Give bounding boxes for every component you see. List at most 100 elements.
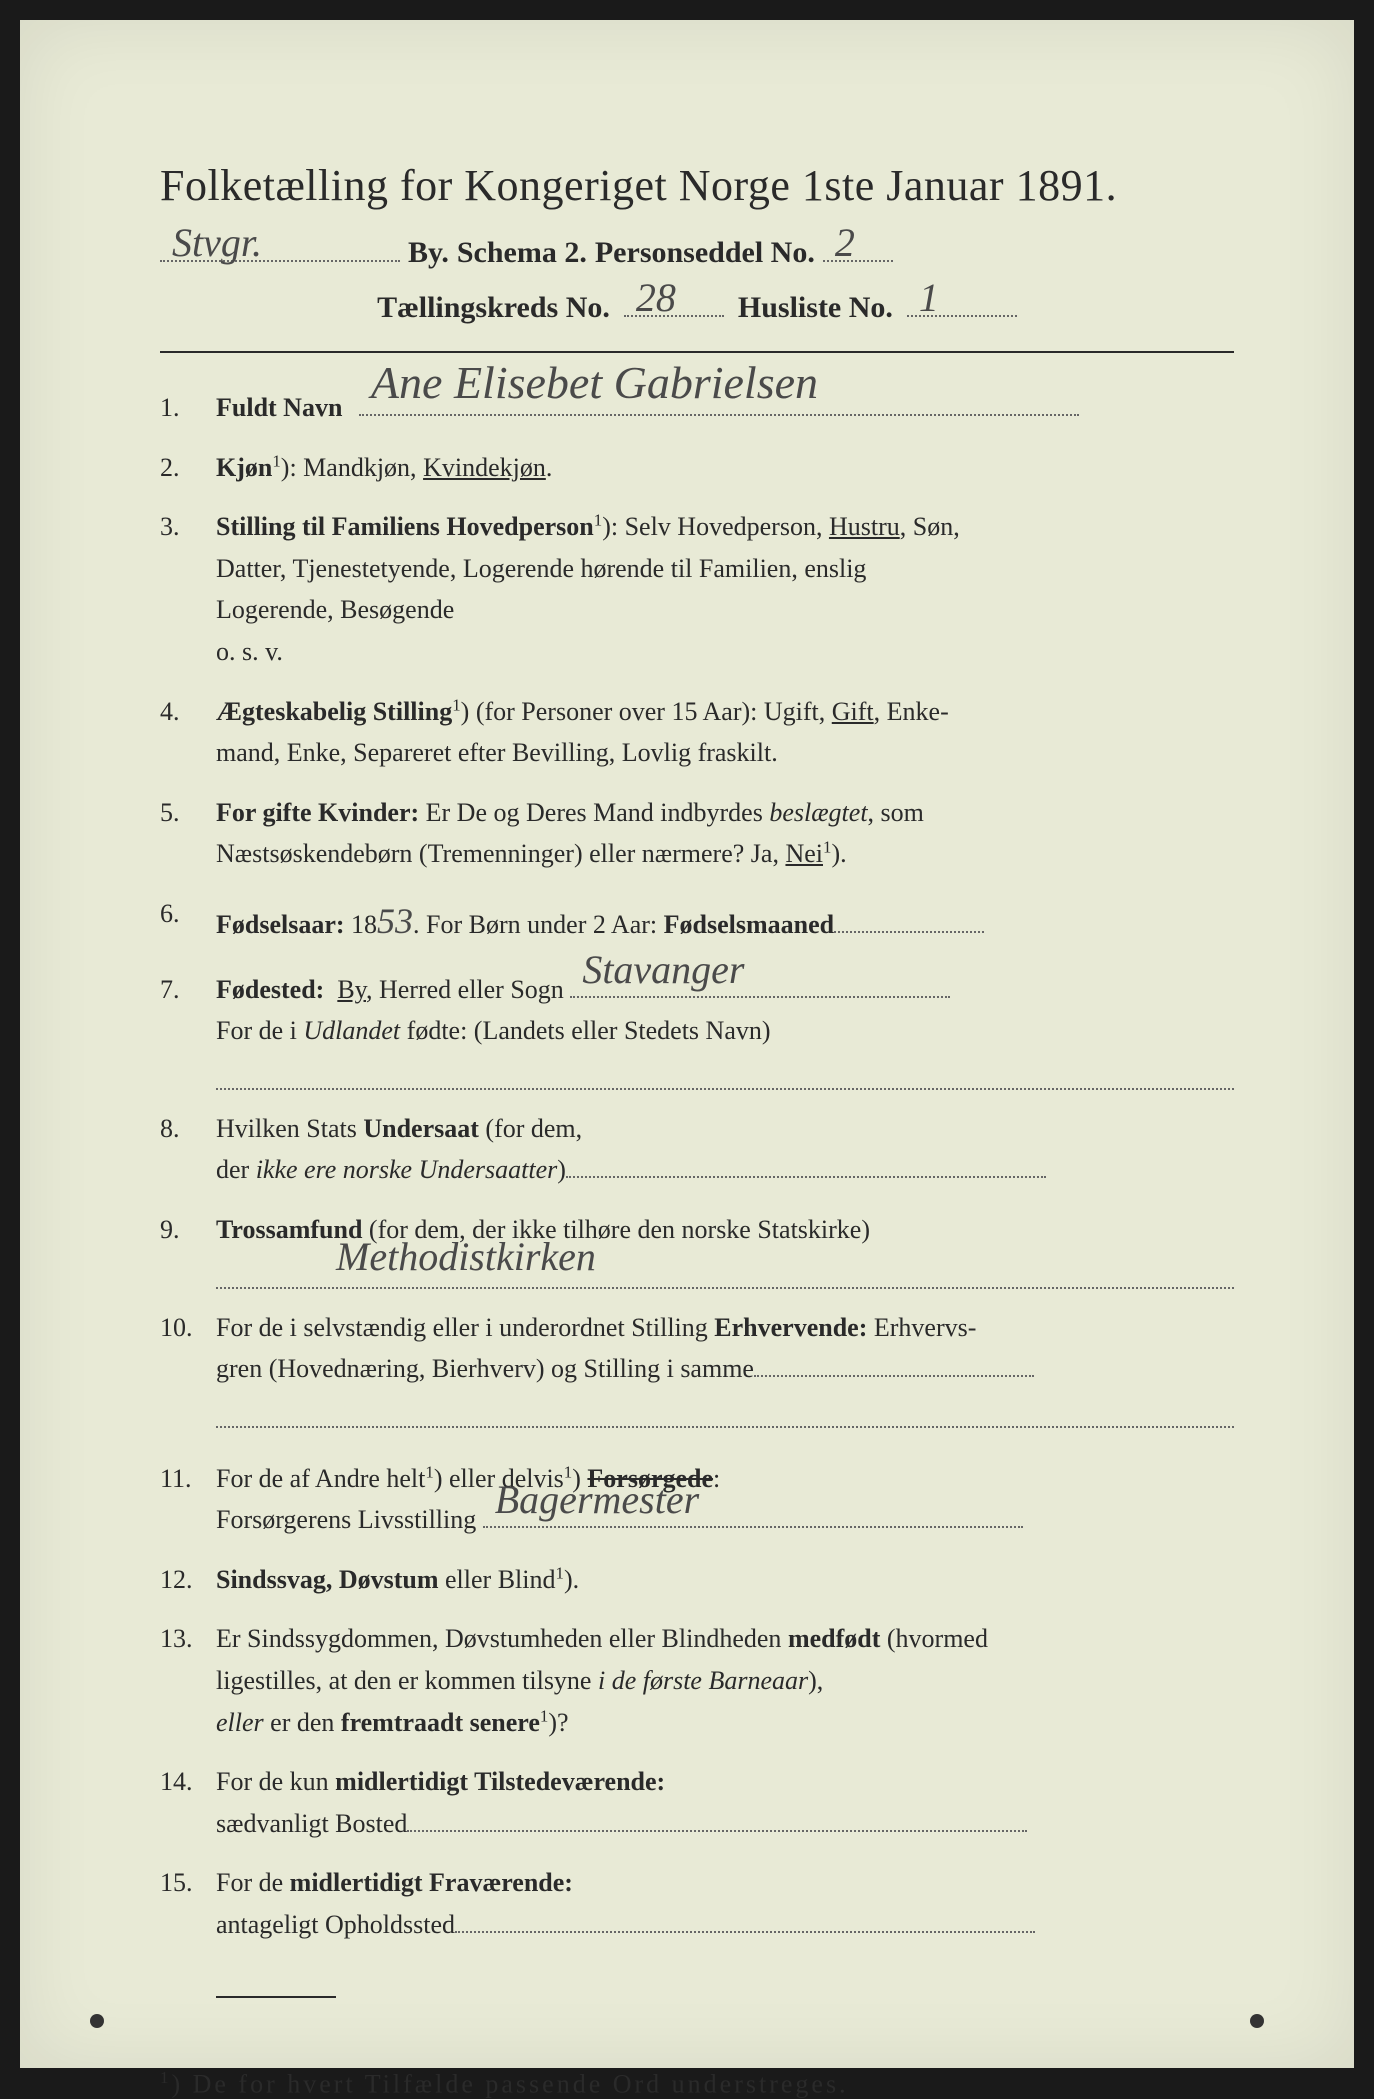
entry-body: Trossamfund (for dem, der ikke tilhøre d…	[216, 1209, 1234, 1289]
line2: ligestilles, at den er kommen tilsyne i …	[216, 1660, 1234, 1702]
rest: ): Mandkjøn,	[281, 453, 423, 482]
line2: Næstsøskendebørn (Tremenninger) eller næ…	[216, 833, 1234, 875]
kreds-label: Tællingskreds No.	[377, 291, 610, 325]
rest: Er De og Deres Mand indbyrdes	[419, 798, 769, 827]
italic: Udlandet	[303, 1016, 400, 1045]
after: , som	[868, 798, 924, 827]
name-field: Ane Elisebet Gabrielsen	[359, 387, 1079, 416]
entry-body: For gifte Kvinder: Er De og Deres Mand i…	[216, 792, 1234, 875]
entry-body: Fuldt Navn Ane Elisebet Gabrielsen	[216, 387, 1234, 429]
entry-body: Stilling til Familiens Hovedperson1): Se…	[216, 506, 1234, 672]
city-field: Stvgr.	[160, 229, 400, 262]
occupation-field-1	[754, 1349, 1034, 1378]
provider-field: Bagermester	[483, 1500, 1023, 1529]
whereabouts-field	[455, 1904, 1035, 1933]
line2-text: sædvanligt Bosted	[216, 1809, 407, 1838]
city-handwriting: Stvgr.	[172, 219, 262, 266]
selected-option: Nei	[785, 839, 823, 868]
entry-11: 11. For de af Andre helt1) eller delvis1…	[160, 1458, 1234, 1541]
after: .	[546, 453, 553, 482]
after: ).	[564, 1565, 579, 1594]
label: Fuldt Navn	[216, 393, 342, 422]
line1a: For de af Andre helt	[216, 1464, 425, 1493]
line3: Logerende, Besøgende	[216, 589, 1234, 631]
entry-num: 5.	[160, 792, 216, 834]
religion-field: Methodistkirken	[216, 1259, 1234, 1289]
entry-body: Hvilken Stats Undersaat (for dem, der ik…	[216, 1108, 1234, 1191]
footnote: 1) De for hvert Tilfælde passende Ord un…	[160, 2068, 1234, 2099]
footnote-text: ) De for hvert Tilfælde passende Ord und…	[171, 2069, 848, 2098]
month-field	[834, 904, 984, 933]
line1b: (for dem,	[479, 1114, 582, 1143]
header-row-1: Stvgr. By. Schema 2. Personseddel No. 2	[160, 229, 1234, 270]
entry-num: 9.	[160, 1209, 216, 1251]
entry-8: 8. Hvilken Stats Undersaat (for dem, der…	[160, 1108, 1234, 1191]
italic: beslægtet	[769, 798, 867, 827]
line1a: For de kun	[216, 1767, 335, 1796]
personseddel-label: Personseddel No.	[595, 236, 815, 270]
bold: Erhvervende:	[714, 1313, 867, 1342]
sup1: 1	[425, 1462, 433, 1481]
label2: Fødselsmaaned	[664, 910, 834, 939]
line2a: der	[216, 1155, 256, 1184]
line2b: fødte: (Landets eller Stedets Navn)	[400, 1016, 770, 1045]
line2b: ),	[808, 1666, 823, 1695]
entry-num: 4.	[160, 691, 216, 733]
entry-body: For de af Andre helt1) eller delvis1) Fo…	[216, 1458, 1234, 1541]
entry-4: 4. Ægteskabelig Stilling1) (for Personer…	[160, 691, 1234, 774]
line3b: er den	[264, 1708, 341, 1737]
line2a: ligestilles, at den er kommen tilsyne	[216, 1666, 598, 1695]
religion-hw: Methodistkirken	[336, 1225, 596, 1289]
line1b: Erhvervs-	[867, 1313, 976, 1342]
pin-icon	[90, 2014, 104, 2028]
occupation-field-2	[216, 1398, 1234, 1428]
form-entries: 1. Fuldt Navn Ane Elisebet Gabrielsen 2.…	[160, 387, 1234, 1946]
line3c: )?	[548, 1708, 568, 1737]
line1a: For de i selvstændig eller i underordnet…	[216, 1313, 714, 1342]
label: Stilling til Familiens Hovedperson	[216, 512, 594, 541]
footnote-divider	[216, 1996, 336, 1998]
entry-body: For de i selvstændig eller i underordnet…	[216, 1307, 1234, 1428]
entry-num: 1.	[160, 387, 216, 429]
birthplace-field: Stavanger	[570, 969, 950, 998]
entry-15: 15. For de midlertidigt Fraværende: anta…	[160, 1862, 1234, 1945]
year-prefix: 18	[345, 910, 378, 939]
census-form-page: Folketælling for Kongeriget Norge 1ste J…	[20, 20, 1354, 2068]
name-handwriting: Ane Elisebet Gabrielsen	[371, 346, 818, 420]
bold2: fremtraadt senere	[341, 1708, 540, 1737]
entry-12: 12. Sindssvag, Døvstum eller Blind1).	[160, 1559, 1234, 1601]
selected-option: Gift	[832, 697, 874, 726]
line2: Forsørgerens Livsstilling Bagermester	[216, 1499, 1234, 1541]
entry-14: 14. For de kun midlertidigt Tilstedevære…	[160, 1761, 1234, 1844]
by-underlined: By	[337, 975, 366, 1004]
line1a: Hvilken Stats	[216, 1114, 363, 1143]
line2-text: gren (Hovednæring, Bierhverv) og Stillin…	[216, 1354, 754, 1383]
footnote-sup: 1	[160, 2068, 171, 2087]
entry-num: 2.	[160, 447, 216, 489]
line2: Datter, Tjenestetyende, Logerende hørend…	[216, 548, 1234, 590]
rest1: , Herred eller Sogn	[366, 975, 564, 1004]
label: Fødselsaar:	[216, 910, 345, 939]
line3a: eller	[216, 1708, 264, 1737]
bold1: medfødt	[788, 1624, 880, 1653]
residence-field	[407, 1803, 1027, 1832]
kreds-no-field: 28	[624, 284, 724, 317]
entry-2: 2. Kjøn1): Mandkjøn, Kvindekjøn.	[160, 447, 1234, 489]
foreign-birthplace-field	[216, 1060, 1234, 1090]
rest: eller Blind	[439, 1565, 556, 1594]
line1a: For de	[216, 1868, 290, 1897]
line2: gren (Hovednæring, Bierhverv) og Stillin…	[216, 1348, 1234, 1390]
sup: 1	[594, 511, 602, 530]
entry-1: 1. Fuldt Navn Ane Elisebet Gabrielsen	[160, 387, 1234, 429]
sup: 1	[452, 695, 460, 714]
husliste-label: Husliste No.	[738, 291, 893, 325]
entry-num: 8.	[160, 1108, 216, 1150]
label: For gifte Kvinder:	[216, 798, 419, 827]
selected-option: Kvindekjøn	[423, 453, 546, 482]
entry-num: 12.	[160, 1559, 216, 1601]
schema-label: Schema 2.	[457, 236, 587, 270]
line2: antageligt Opholdssted	[216, 1904, 1234, 1946]
citizenship-field	[566, 1150, 1046, 1179]
entry-num: 6.	[160, 893, 216, 935]
personseddel-no: 2	[835, 219, 855, 266]
